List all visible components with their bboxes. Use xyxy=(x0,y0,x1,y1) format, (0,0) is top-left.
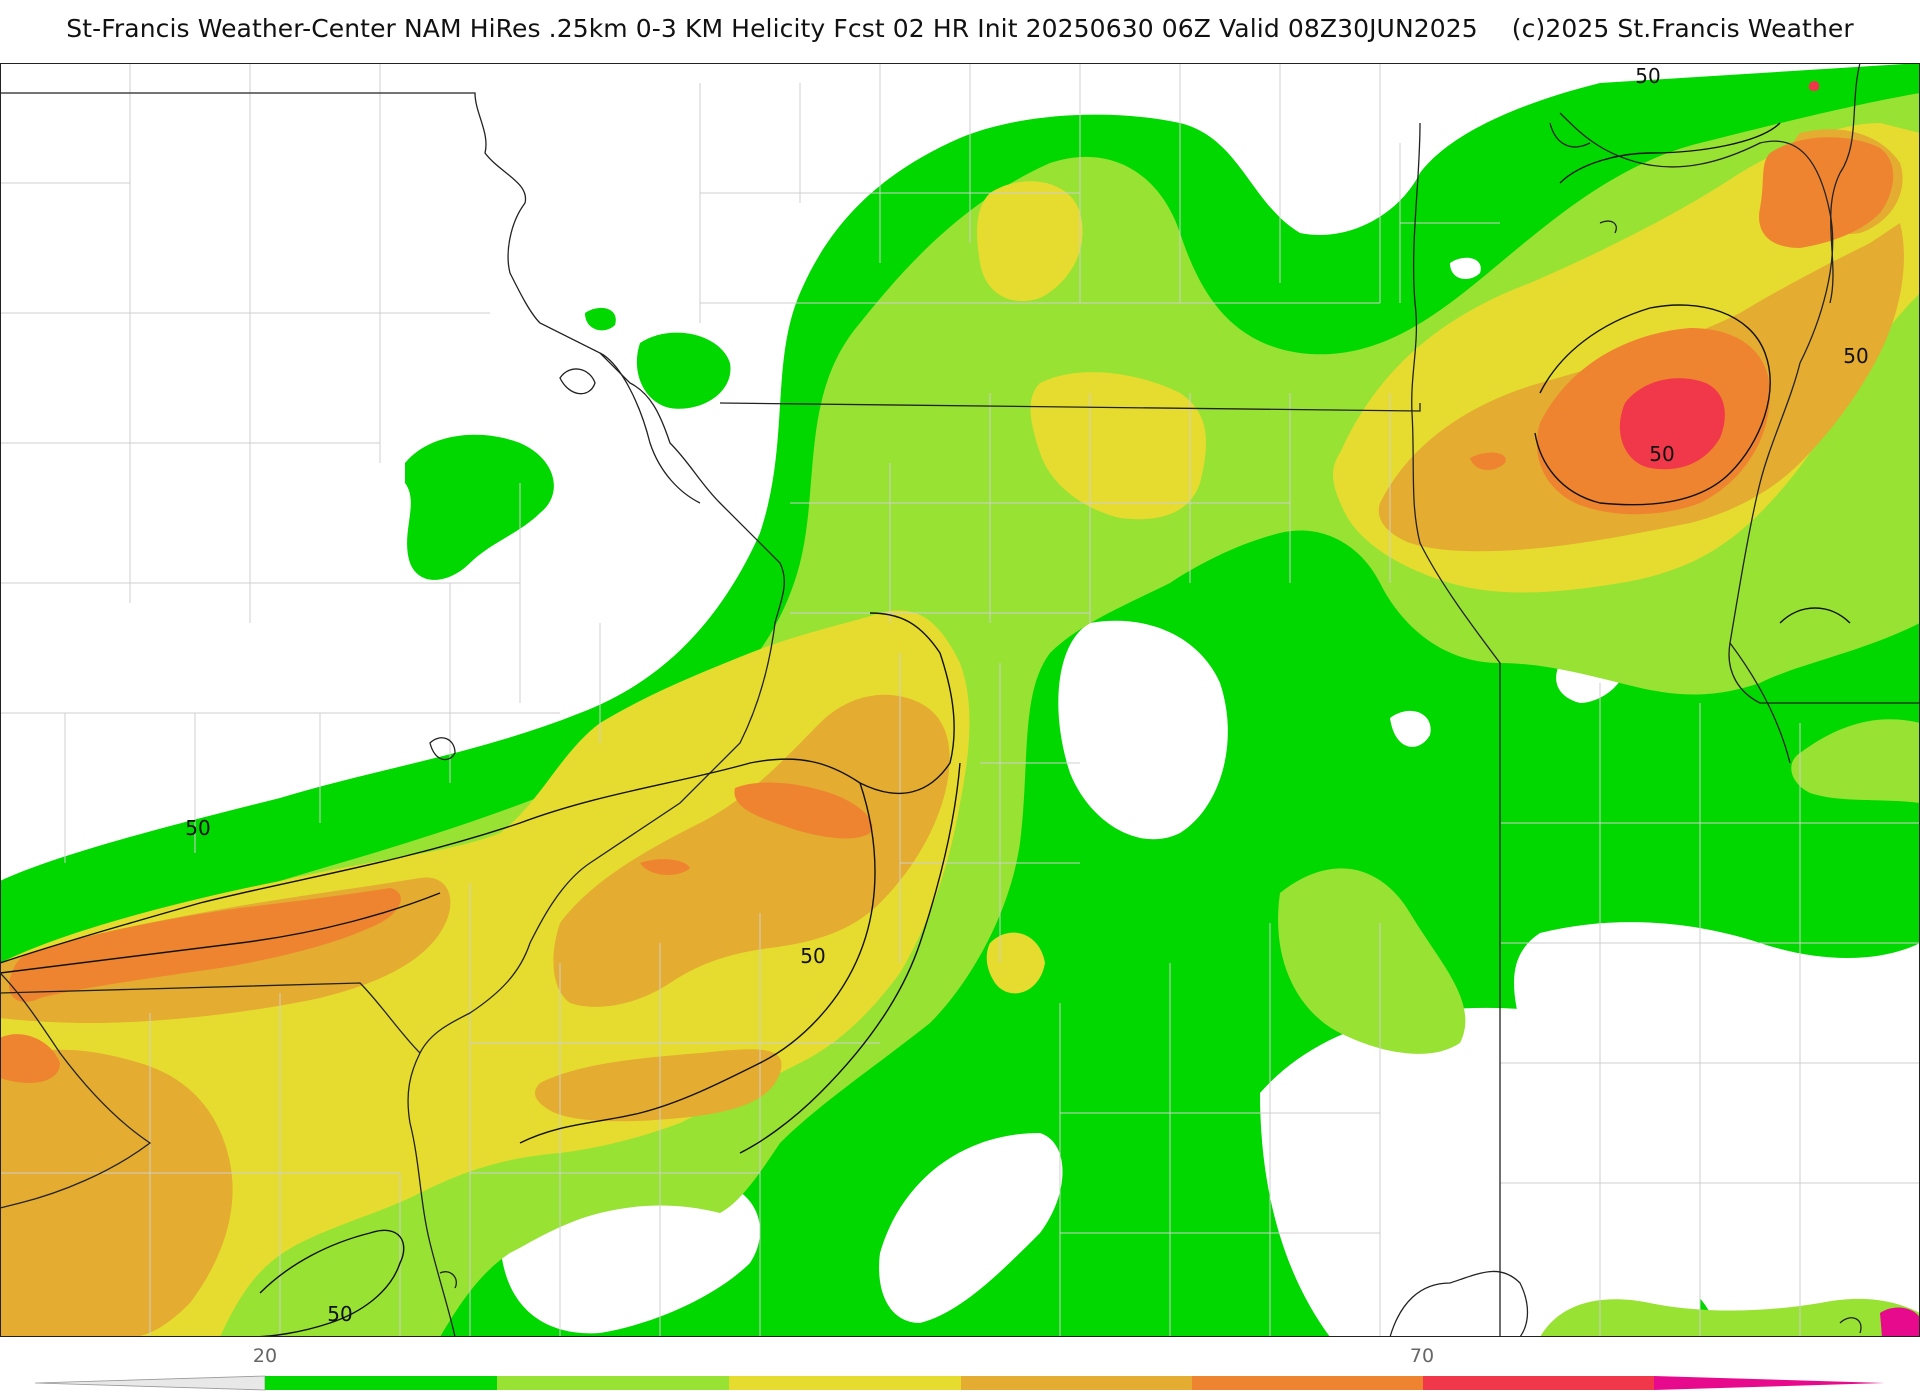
colorbar-segment xyxy=(497,1376,729,1390)
contour-50-lines xyxy=(0,122,1851,1337)
state-lines xyxy=(0,63,1920,1337)
colorbar-segment xyxy=(1654,1376,1885,1390)
colorbar-tick-label: 70 xyxy=(1410,1345,1434,1367)
colorbar-segment xyxy=(729,1376,961,1390)
copyright-text: (c)2025 St.Francis Weather xyxy=(1511,14,1854,43)
helicity-map: 50 50 50 50 50 50 xyxy=(0,63,1920,1337)
map-title: St-Francis Weather-Center NAM HiRes .25k… xyxy=(0,14,1920,43)
contour-label: 50 xyxy=(800,944,825,968)
colorbar-segment xyxy=(961,1376,1192,1390)
contour-labels: 50 50 50 50 50 50 xyxy=(185,64,1868,1326)
color-bar: 20 70 xyxy=(34,1345,1885,1391)
contour-label: 50 xyxy=(327,1302,352,1326)
contour-label: 50 xyxy=(185,816,210,840)
contour-label: 50 xyxy=(1843,344,1868,368)
helicity-level-80 xyxy=(1880,1307,1920,1337)
helicity-level-70 xyxy=(1619,80,1820,470)
contour-label: 50 xyxy=(1649,442,1674,466)
colorbar-tick-label: 20 xyxy=(253,1345,277,1367)
title-text: St-Francis Weather-Center NAM HiRes .25k… xyxy=(66,14,1478,43)
contour-label: 50 xyxy=(1635,64,1660,88)
colorbar-segment xyxy=(265,1376,497,1390)
colorbar-segment xyxy=(1423,1376,1654,1390)
colorbar-segment xyxy=(34,1375,266,1391)
colorbar-segment xyxy=(1192,1376,1423,1390)
county-lines xyxy=(0,63,1920,1337)
